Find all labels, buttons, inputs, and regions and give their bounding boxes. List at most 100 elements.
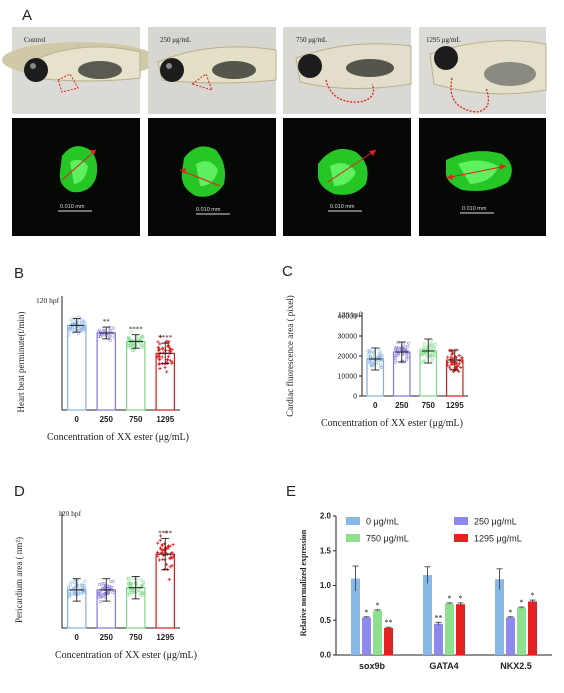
data-point [429,343,433,347]
legend-swatch [454,534,468,542]
significance-label: ** [385,618,393,627]
data-point [140,591,144,595]
data-point [451,369,456,374]
data-point [108,334,112,339]
data-point [67,333,71,337]
legend-label: 250 μg/mL [474,517,517,527]
data-point [433,342,437,346]
data-point [396,345,400,350]
data-point [449,367,453,371]
significance-label: **** [158,529,173,537]
chart-d-pericardium-area: D 120 hpf Pericardium area ( nm²) Concen… [14,483,197,661]
data-point [366,349,370,353]
y-axis-label: Heart beat perminute(t/min) [16,312,26,413]
fluorescence-750: 0.010 mm [283,118,411,236]
data-point [455,365,460,369]
data-point [166,546,170,551]
data-point [80,318,84,322]
significance-label: * [531,591,535,600]
bar [384,627,393,655]
x-tick-label: 1295 [446,401,464,410]
data-point [432,355,436,359]
data-point [127,337,131,342]
x-tick-label: 0 [373,401,378,410]
legend-swatch [346,534,360,542]
data-point [404,345,408,349]
y-tick-label: 20000 [338,354,358,361]
data-point [158,538,162,542]
x-axis-label: Concentration of XX ester (μg/mL) [321,418,463,429]
bar [445,603,454,655]
bar [495,579,504,655]
scatter-points [445,348,464,374]
bar [126,340,146,411]
data-point [82,583,87,588]
data-point [422,342,427,346]
data-point [164,530,168,534]
bar [67,324,87,411]
data-point [155,355,159,359]
data-point [419,361,423,365]
data-point [103,595,108,600]
data-point [451,362,455,367]
data-point [161,557,165,561]
data-point [396,341,400,345]
data-point [170,348,174,352]
data-point [81,327,85,331]
data-point [379,357,383,362]
scale-bar-label: 0.010 mm [196,207,221,213]
scatter-points [392,341,411,365]
data-point [141,582,145,586]
x-tick-label: sox9b [359,661,386,671]
data-point [127,591,131,595]
data-point [100,594,105,598]
data-point [156,345,160,349]
significance-label: * [509,608,513,617]
data-point [79,328,83,332]
data-point [430,358,435,363]
data-point [72,325,77,330]
data-point [128,593,132,597]
x-tick-label: 1295 [156,633,174,642]
significance-label: * [376,601,380,610]
bar [351,578,360,655]
chart-annotation: 120 hpf [36,296,60,305]
data-point [161,346,165,350]
data-point [83,579,87,583]
data-point [446,355,450,359]
data-point [166,354,171,359]
data-point [68,326,72,331]
bar [506,617,515,655]
data-point [134,577,139,581]
data-point [160,543,164,547]
scale-bar-label: 0.010 mm [60,204,85,210]
x-tick-label: 250 [395,401,409,410]
legend-swatch [454,517,468,525]
chart-e-gene-expression: E Relative normalized expression 0.0 0.5 1… [286,483,552,671]
data-point [68,595,72,599]
data-point [68,327,72,331]
bar [528,601,537,655]
significance-label: * [520,598,524,607]
x-tick-label: 250 [100,633,114,642]
significance-label: **** [129,326,144,334]
data-point [140,593,144,597]
data-point [126,581,131,585]
fluorescence-control: 0.010 mm [12,118,140,236]
y-tick-label: 10000 [338,374,358,381]
data-point [168,359,173,363]
data-point [453,354,457,359]
data-point [367,349,372,353]
data-point [82,590,86,594]
y-tick-label: 30000 [338,334,358,341]
data-point [445,363,450,367]
data-point [419,350,423,354]
data-point [405,358,409,362]
condition-label: 1295 μg/mL [426,36,461,44]
data-point [429,355,433,359]
scale-bar-label: 0.010 mm [330,204,355,210]
fluorescence-250: 0.010 mm [148,118,276,236]
chart-b-heart-beat: B 120 hpf Heart beat perminute(t/min) Co… [14,265,189,443]
data-point [68,583,72,587]
